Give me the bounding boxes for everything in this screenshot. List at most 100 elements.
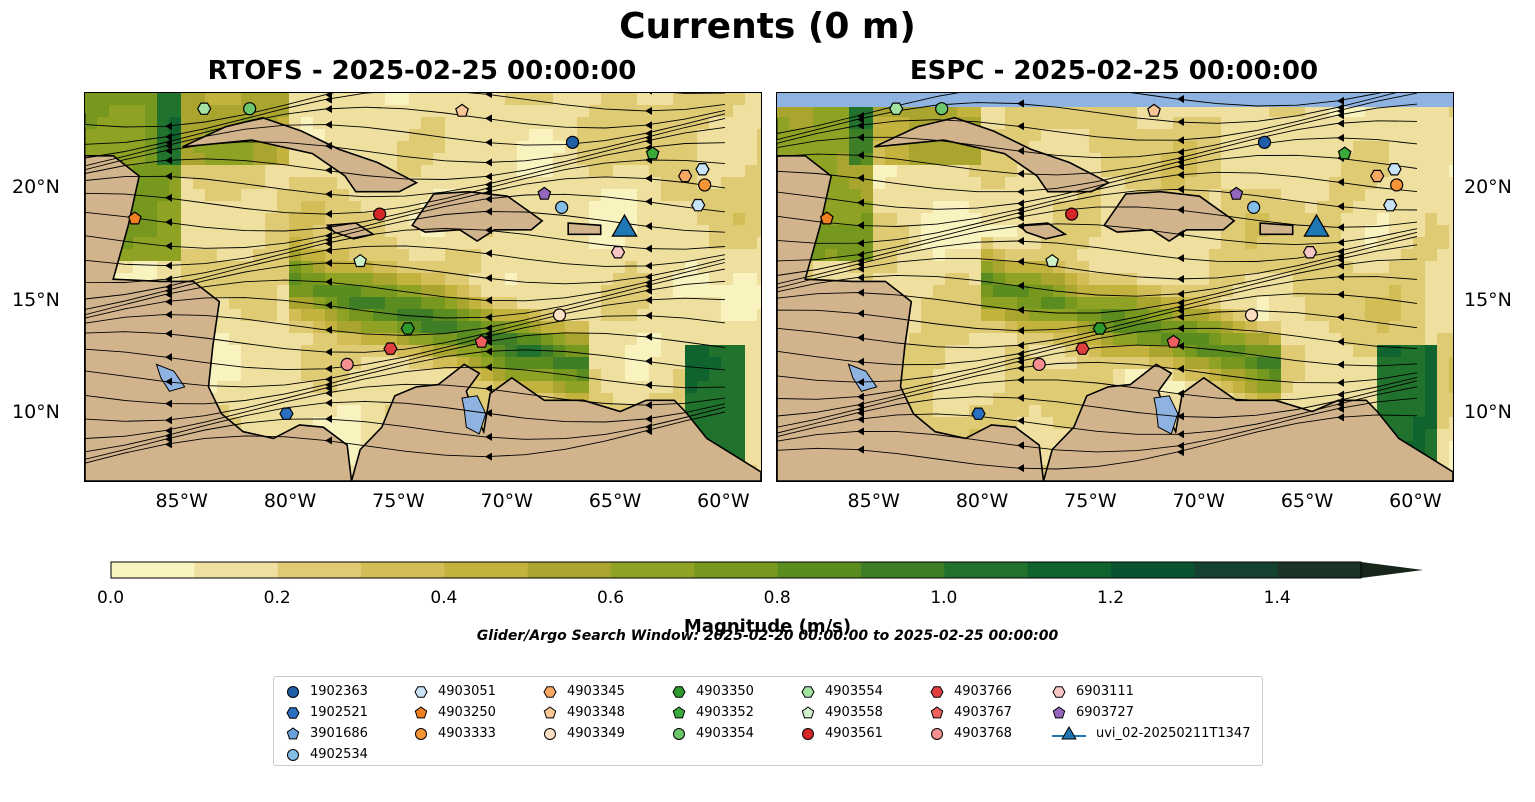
- float-marker-4903561[interactable]: [373, 207, 387, 221]
- float-marker-4903561[interactable]: [1065, 207, 1079, 221]
- colorbar-tick-label: 1.0: [930, 588, 958, 608]
- colorbar-cell: [444, 562, 529, 578]
- float-markers: [127, 102, 712, 420]
- circle-marker-icon: [415, 727, 427, 740]
- float-marker-4903354[interactable]: [935, 102, 949, 116]
- float-marker-4903768[interactable]: [1032, 357, 1046, 371]
- float-marker-4903349[interactable]: [1244, 308, 1259, 322]
- float-marker-4903352[interactable]: [645, 146, 660, 160]
- x-tick-label: 65°W: [1280, 490, 1334, 512]
- float-marker-4903354[interactable]: [243, 102, 257, 116]
- legend-label: 6903111: [1076, 684, 1134, 699]
- float-marker-6903111[interactable]: [1302, 246, 1318, 259]
- float-marker-4903250[interactable]: [127, 211, 142, 225]
- float-marker-4903766[interactable]: [383, 342, 398, 355]
- colorbar: [110, 561, 1423, 579]
- float-marker-4903333[interactable]: [1390, 178, 1404, 192]
- x-tick-label: 85°W: [847, 490, 900, 512]
- legend-item: 4903354: [672, 723, 754, 744]
- pentagon-marker-icon: [286, 726, 300, 739]
- float-marker-4903350[interactable]: [1092, 322, 1107, 335]
- hexagon-marker-icon: [930, 685, 944, 698]
- float-marker-4903051[interactable]: [695, 162, 710, 176]
- float-marker-6903111[interactable]: [610, 246, 626, 259]
- legend-label: 4903349: [567, 726, 625, 741]
- colorbar-cell: [1027, 562, 1112, 578]
- float-marker-1902363[interactable]: [1257, 135, 1272, 149]
- legend-item: 4903767: [930, 702, 1012, 723]
- float-marker-4903554[interactable]: [889, 102, 904, 115]
- float-marker-4903767[interactable]: [1166, 334, 1181, 348]
- pentagon-marker-icon: [543, 705, 557, 718]
- legend-label: 4903250: [438, 705, 496, 720]
- streamlines: [85, 93, 726, 464]
- float-marker-4903558[interactable]: [1045, 253, 1060, 268]
- legend-label: 4903554: [825, 684, 883, 699]
- y-tick-label: 20°N: [12, 176, 60, 199]
- float-marker-1902521[interactable]: [971, 407, 986, 420]
- float-marker-4903345[interactable]: [1370, 169, 1385, 183]
- legend-label: 4903051: [438, 684, 496, 699]
- legend-label: 4903348: [567, 705, 625, 720]
- legend-label: 6903727: [1076, 705, 1134, 720]
- legend-item: 4903348: [543, 702, 625, 723]
- hexagon-marker-icon: [801, 685, 815, 698]
- float-marker-4903348[interactable]: [455, 103, 469, 117]
- legend-label: 4903352: [696, 705, 754, 720]
- colorbar-cell: [194, 562, 279, 578]
- float-marker-4903349[interactable]: [552, 308, 567, 322]
- colorbar-tick-label: 0.0: [97, 588, 125, 608]
- float-marker-1902363[interactable]: [565, 135, 580, 149]
- colorbar-tick-label: 0.4: [430, 588, 458, 608]
- pentagon-marker-icon: [801, 705, 815, 718]
- circle-marker-icon: [544, 727, 556, 740]
- x-tick-label: 60°W: [697, 490, 750, 512]
- legend-label: 4903558: [825, 705, 883, 720]
- circle-marker-icon: [673, 727, 685, 740]
- map-panel-rtofs[interactable]: [84, 92, 762, 482]
- x-tick-label: 75°W: [1064, 490, 1117, 512]
- float-marker-4903345[interactable]: [678, 169, 693, 183]
- legend-item: 4903250: [414, 702, 496, 723]
- colorbar-cell: [111, 562, 195, 578]
- colorbar-cell: [1111, 562, 1195, 578]
- colorbar-cell: [1277, 562, 1362, 578]
- float-marker-4903051[interactable]: [1387, 162, 1402, 176]
- float-marker-uvi_02-20250211T1347[interactable]: [611, 213, 638, 237]
- x-tick-label: 65°W: [588, 490, 642, 512]
- float-marker-4903554[interactable]: [197, 102, 212, 115]
- float-marker-6903727[interactable]: [1229, 186, 1244, 200]
- colorbar-tick-label: 1.4: [1263, 588, 1291, 608]
- colorbar-tick-label: 0.8: [763, 588, 791, 608]
- float-marker-4903768[interactable]: [340, 357, 354, 371]
- legend-label: 4903345: [567, 684, 625, 699]
- legend-item: 4903345: [543, 681, 625, 702]
- float-marker-6903727[interactable]: [537, 186, 552, 200]
- float-marker-4902534[interactable]: [1247, 200, 1261, 214]
- legend-label: 4903354: [696, 726, 754, 741]
- float-marker-4903348[interactable]: [1147, 103, 1161, 117]
- legend-item: 4903350: [672, 681, 754, 702]
- float-marker-1902521[interactable]: [279, 407, 294, 420]
- float-marker-4903558[interactable]: [353, 253, 368, 268]
- legend-item: 6903727: [1052, 702, 1250, 723]
- float-marker-4903051[interactable]: [1383, 198, 1398, 212]
- legend-label: 1902363: [310, 684, 368, 699]
- colorbar-cell: [694, 562, 779, 578]
- colorbar-cell: [527, 562, 612, 578]
- float-marker-4903051[interactable]: [691, 198, 706, 212]
- colorbar-cell: [944, 562, 1029, 578]
- float-marker-4903352[interactable]: [1337, 146, 1352, 160]
- float-marker-uvi_02-20250211T1347[interactable]: [1303, 213, 1330, 237]
- float-marker-4903767[interactable]: [474, 334, 489, 348]
- x-tick-label: 70°W: [480, 490, 533, 512]
- float-markers: [819, 102, 1404, 420]
- x-tick-label: 60°W: [1389, 490, 1442, 512]
- map-panel-espc[interactable]: [776, 92, 1454, 482]
- float-marker-4902534[interactable]: [555, 200, 569, 214]
- float-marker-4903766[interactable]: [1075, 342, 1090, 355]
- float-marker-4903350[interactable]: [400, 322, 415, 335]
- float-marker-4903333[interactable]: [698, 178, 712, 192]
- float-marker-4903250[interactable]: [819, 211, 834, 225]
- hexagon-marker-icon: [1052, 685, 1066, 698]
